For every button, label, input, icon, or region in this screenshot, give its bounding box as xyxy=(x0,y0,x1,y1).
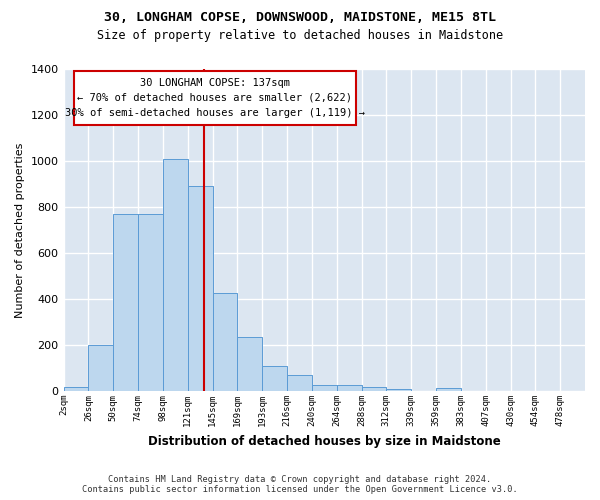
Text: 30% of semi-detached houses are larger (1,119) →: 30% of semi-detached houses are larger (… xyxy=(65,108,365,118)
Bar xyxy=(386,389,411,391)
FancyBboxPatch shape xyxy=(74,70,356,126)
Text: ← 70% of detached houses are smaller (2,622): ← 70% of detached houses are smaller (2,… xyxy=(77,93,352,103)
Bar xyxy=(436,388,461,391)
Bar xyxy=(362,387,386,391)
Bar xyxy=(88,345,113,391)
Y-axis label: Number of detached properties: Number of detached properties xyxy=(15,142,25,318)
Bar xyxy=(113,214,138,391)
Bar xyxy=(188,186,212,391)
X-axis label: Distribution of detached houses by size in Maidstone: Distribution of detached houses by size … xyxy=(148,434,500,448)
Bar xyxy=(212,294,238,391)
Bar xyxy=(287,376,312,391)
Bar xyxy=(138,214,163,391)
Bar xyxy=(337,386,362,391)
Bar xyxy=(64,386,88,391)
Text: Size of property relative to detached houses in Maidstone: Size of property relative to detached ho… xyxy=(97,29,503,42)
Text: 30, LONGHAM COPSE, DOWNSWOOD, MAIDSTONE, ME15 8TL: 30, LONGHAM COPSE, DOWNSWOOD, MAIDSTONE,… xyxy=(104,11,496,24)
Bar xyxy=(312,384,337,391)
Text: 30 LONGHAM COPSE: 137sqm: 30 LONGHAM COPSE: 137sqm xyxy=(140,78,290,88)
Bar xyxy=(262,366,287,391)
Bar xyxy=(238,337,262,391)
Text: Contains HM Land Registry data © Crown copyright and database right 2024.
Contai: Contains HM Land Registry data © Crown c… xyxy=(82,474,518,494)
Bar xyxy=(163,158,188,391)
